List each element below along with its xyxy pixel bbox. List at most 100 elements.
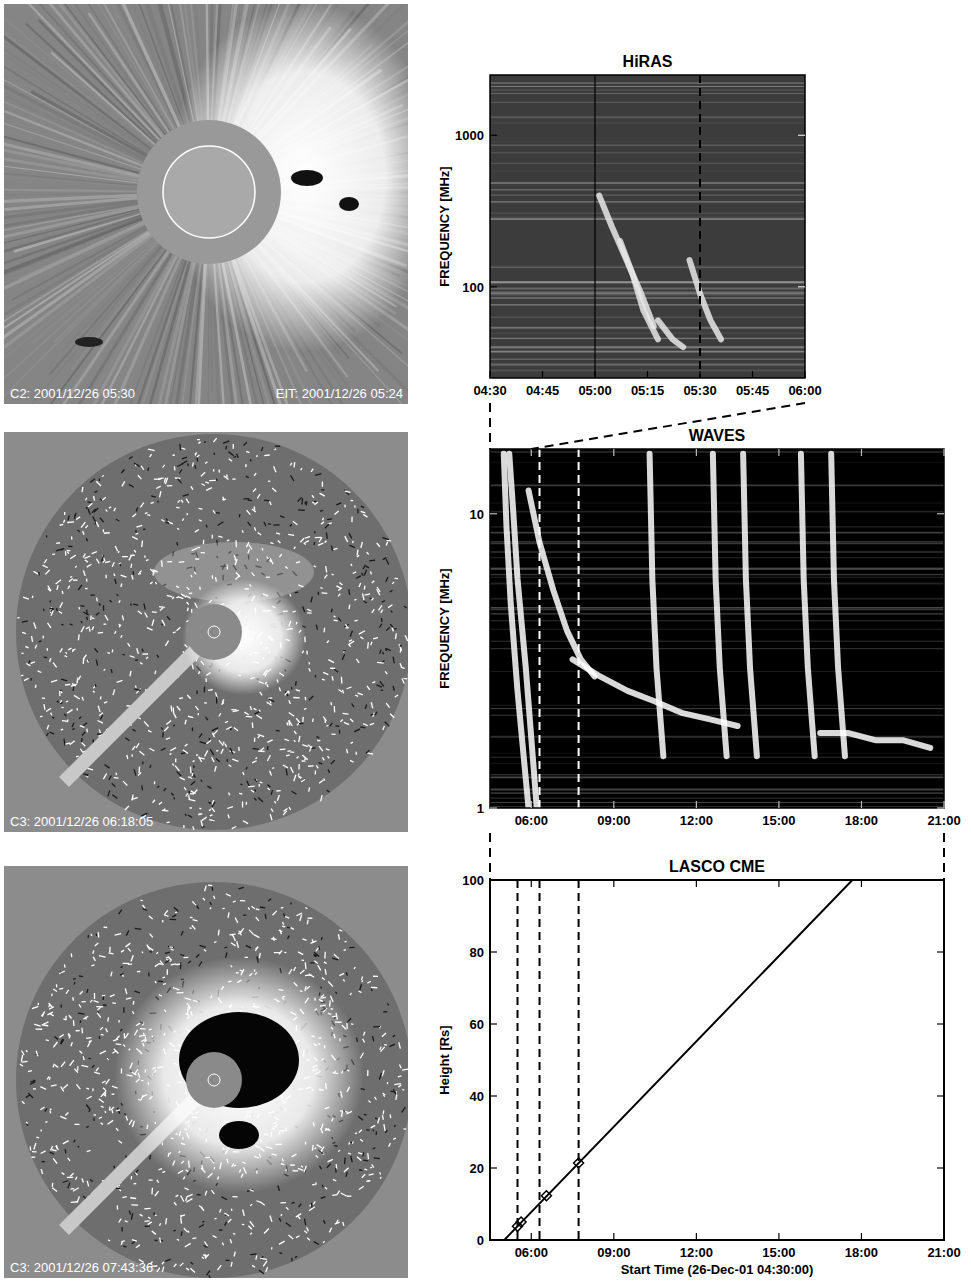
speckle: [343, 650, 344, 652]
speckle: [70, 576, 72, 578]
speckle: [246, 510, 250, 514]
speckle: [216, 758, 220, 761]
speckle: [138, 717, 141, 718]
speckle: [33, 1088, 36, 1089]
speckle: [281, 907, 283, 909]
speckle: [90, 934, 92, 936]
speckle: [91, 964, 94, 966]
speckle: [216, 479, 218, 481]
speckle: [88, 509, 90, 515]
speckle: [118, 551, 119, 553]
speckle: [30, 678, 32, 681]
speckle: [269, 501, 271, 505]
streamer: [4, 209, 139, 271]
speckle: [261, 447, 263, 451]
speckle: [337, 1191, 339, 1195]
speckle: [178, 479, 182, 484]
speckle: [291, 475, 294, 481]
speckle: [181, 500, 183, 503]
speckle: [193, 765, 195, 768]
speckle: [331, 545, 332, 551]
speckle: [204, 441, 205, 443]
speckle: [323, 1220, 325, 1224]
speckle: [75, 566, 76, 568]
speckle: [346, 1172, 347, 1177]
speckle: [121, 469, 124, 473]
speckle: [173, 455, 175, 456]
speckle: [394, 1084, 401, 1085]
speckle: [380, 650, 381, 654]
speckle: [214, 896, 215, 899]
speckle: [89, 1058, 91, 1060]
speckle: [87, 935, 89, 938]
speckle: [180, 1215, 185, 1216]
speckle: [280, 1214, 282, 1216]
speckle: [175, 766, 179, 771]
streamer: [56, 4, 174, 129]
speckle: [321, 522, 324, 524]
speckle: [236, 454, 238, 458]
speckle: [63, 739, 65, 746]
speckle: [103, 561, 105, 562]
speckle: [189, 807, 192, 808]
speckle: [134, 550, 136, 552]
speckle: [22, 621, 28, 622]
speckle: [183, 825, 184, 828]
speckle: [307, 609, 311, 611]
speckle: [132, 746, 135, 750]
speckle: [113, 574, 115, 577]
speckle: [47, 1012, 53, 1015]
speckle: [142, 653, 148, 654]
speckle: [170, 748, 176, 751]
speckle: [387, 540, 392, 542]
speckle: [67, 1177, 73, 1178]
speckle: [122, 556, 128, 557]
speckle: [133, 571, 134, 575]
speckle: [96, 559, 99, 564]
speckle: [80, 726, 85, 728]
speckle: [125, 988, 127, 994]
speckle: [223, 441, 229, 443]
speckle: [56, 580, 61, 584]
speckle: [96, 522, 99, 527]
speckle: [56, 608, 58, 611]
speckle: [363, 565, 366, 569]
figure: C2: 2001/12/26 05:30EIT: 2001/12/26 05:2…: [0, 0, 971, 1282]
speckle: [318, 543, 323, 545]
speckle: [45, 570, 49, 574]
speckle: [363, 1153, 364, 1157]
speckle: [78, 607, 80, 609]
speckle: [69, 578, 73, 581]
speckle: [246, 802, 248, 805]
speckle: [216, 750, 218, 752]
speckle: [248, 1226, 251, 1230]
speckle: [204, 950, 206, 952]
speckle: [385, 1130, 387, 1133]
speckle: [156, 486, 161, 488]
speckle: [199, 733, 202, 737]
speckle: [294, 731, 296, 734]
speckle: [190, 767, 192, 774]
occulter: [186, 604, 242, 660]
speckle: [256, 455, 258, 457]
speckle: [83, 1056, 85, 1060]
speckle: [42, 1011, 45, 1016]
speckle: [100, 1027, 103, 1030]
speckle: [131, 1176, 133, 1179]
speckle: [259, 710, 261, 712]
speckle: [134, 769, 136, 775]
speckle: [326, 749, 330, 750]
speckle: [110, 600, 112, 602]
speckle: [95, 649, 98, 653]
speckle: [101, 715, 103, 719]
speckle: [197, 1194, 201, 1195]
speckle: [326, 566, 327, 572]
speckle: [242, 802, 243, 808]
speckle: [307, 920, 309, 925]
speckle: [366, 750, 369, 753]
speckle: [197, 455, 200, 457]
speckle: [83, 723, 87, 726]
speckle: [361, 573, 363, 576]
speckle: [111, 1107, 114, 1110]
speckle: [185, 744, 188, 746]
